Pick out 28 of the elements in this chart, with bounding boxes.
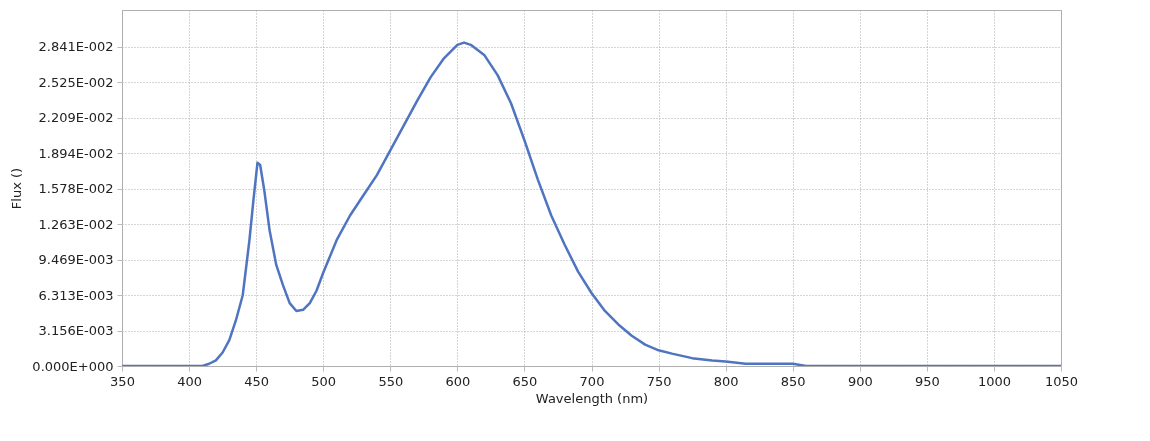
y-tick-label: 1.894E-002 (38, 145, 114, 161)
x-tick-label: 500 (311, 373, 337, 389)
y-tick-label: 2.841E-002 (38, 39, 114, 55)
y-tick-label: 6.313E-003 (38, 287, 114, 303)
x-tick-label: 1050 (1044, 373, 1079, 389)
x-tick-label: 900 (847, 373, 873, 389)
x-tick-label: 650 (512, 373, 538, 389)
x-tick-label: 600 (445, 373, 471, 389)
x-tick-label: 400 (177, 373, 202, 389)
x-tick-label: 450 (244, 373, 270, 389)
x-tick-label: 1000 (977, 373, 1011, 389)
x-tick-label: 700 (579, 373, 605, 389)
y-tick-label: 2.209E-002 (38, 110, 114, 126)
x-tick-label: 350 (110, 373, 135, 389)
y-tick-label: 9.469E-003 (38, 252, 114, 268)
y-tick-label: 1.578E-002 (38, 181, 114, 197)
y-axis-title: Flux () (9, 167, 25, 210)
x-tick-label: 750 (646, 373, 672, 389)
x-tick-label: 550 (378, 373, 404, 389)
line-series (122, 41, 1061, 366)
x-tick-label: 950 (914, 373, 940, 389)
x-tick-label: 800 (713, 373, 739, 389)
y-tick-label: 0.000E+000 (32, 358, 114, 374)
x-axis-title: Wavelength (nm) (535, 390, 649, 406)
y-tick-label: 3.156E-003 (38, 323, 114, 339)
y-tick-label: 1.263E-002 (38, 216, 114, 232)
x-tick-label: 850 (780, 373, 806, 389)
y-tick-label: 2.525E-002 (38, 74, 114, 90)
